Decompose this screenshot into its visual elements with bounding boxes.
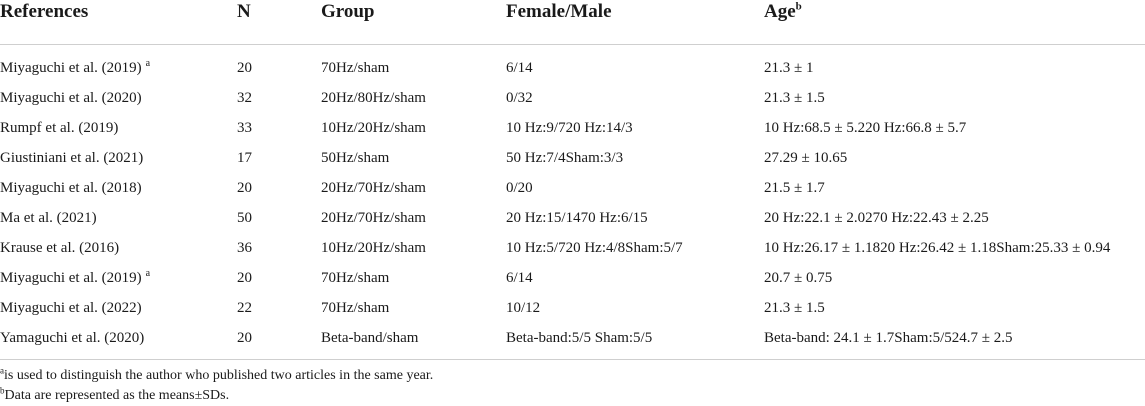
cell-female-male: 20 Hz:15/1470 Hz:6/15 bbox=[506, 210, 648, 226]
footnote-b: bData are represented as the means±SDs. bbox=[0, 385, 230, 405]
header-age-label: Age bbox=[764, 1, 796, 22]
cell-reference: Miyaguchi et al. (2020) bbox=[0, 83, 142, 113]
table-row: Yamaguchi et al. (2020) 20 Beta-band/sham B… bbox=[0, 323, 1145, 353]
cell-group: 70Hz/sham bbox=[321, 270, 390, 286]
cell-n: 32 bbox=[237, 90, 252, 106]
data-table: References N Group Female/Male Ageb Miya… bbox=[0, 0, 1145, 346]
cell-reference-text: Miyaguchi et al. (2020) bbox=[0, 90, 142, 106]
cell-group: 10Hz/20Hz/sham bbox=[321, 120, 426, 136]
table-header: References N Group Female/Male Ageb bbox=[0, 0, 1145, 45]
cell-reference: Miyaguchi et al. (2018) bbox=[0, 173, 142, 203]
cell-reference: Miyaguchi et al. (2022) bbox=[0, 293, 142, 323]
cell-female-male: 6/14 bbox=[506, 270, 533, 286]
cell-reference-text: Ma et al. (2021) bbox=[0, 210, 97, 226]
cell-n: 50 bbox=[237, 210, 252, 226]
cell-reference-text: Miyaguchi et al. (2018) bbox=[0, 180, 142, 196]
cell-n: 22 bbox=[237, 300, 252, 316]
cell-reference-footnote-mark: a bbox=[145, 58, 151, 69]
cell-age: Beta-band: 24.1 ± 1.7Sham:5/524.7 ± 2.5 bbox=[764, 330, 1013, 346]
table-row: Miyaguchi et al. (2022) 22 70Hz/sham 10/12 2… bbox=[0, 293, 1145, 323]
footnote-a-text: is used to distinguish the author who pu… bbox=[4, 368, 434, 383]
header-references: References bbox=[0, 1, 89, 22]
table-row: Miyaguchi et al. (2018) 20 20Hz/70Hz/sham 0… bbox=[0, 173, 1145, 203]
cell-age: 10 Hz:26.17 ± 1.1820 Hz:26.42 ± 1.18Sham… bbox=[764, 240, 1111, 256]
cell-reference: Yamaguchi et al. (2020) bbox=[0, 323, 144, 353]
table-row: Ma et al. (2021) 50 20Hz/70Hz/sham 20 Hz:15… bbox=[0, 203, 1145, 233]
cell-reference-footnote-mark: a bbox=[145, 268, 151, 279]
cell-n: 20 bbox=[237, 270, 252, 286]
cell-age: 20.7 ± 0.75 bbox=[764, 270, 833, 286]
cell-age: 21.3 ± 1.5 bbox=[764, 90, 825, 106]
cell-reference-text: Miyaguchi et al. (2019) bbox=[0, 60, 142, 76]
cell-group: 20Hz/70Hz/sham bbox=[321, 180, 426, 196]
cell-female-male: 10 Hz:5/720 Hz:4/8Sham:5/7 bbox=[506, 240, 683, 256]
cell-n: 36 bbox=[237, 240, 252, 256]
cell-reference-text: Miyaguchi et al. (2019) bbox=[0, 270, 142, 286]
table-row: Miyaguchi et al. (2020) 32 20Hz/80Hz/sham 0… bbox=[0, 83, 1145, 113]
cell-group: 20Hz/70Hz/sham bbox=[321, 210, 426, 226]
cell-female-male: 0/20 bbox=[506, 180, 533, 196]
cell-reference-text: Yamaguchi et al. (2020) bbox=[0, 330, 145, 346]
cell-reference: Krause et al. (2016) bbox=[0, 233, 119, 263]
cell-reference-text: Giustiniani et al. (2021) bbox=[0, 150, 144, 166]
table-row: Krause et al. (2016) 36 10Hz/20Hz/sham 10 H… bbox=[0, 233, 1145, 263]
table-row: Miyaguchi et al. (2019) a 20 70Hz/sham 6/14 2… bbox=[0, 263, 1145, 293]
cell-age: 27.29 ± 10.65 bbox=[764, 150, 848, 166]
footnote-a: ais used to distinguish the author who p… bbox=[0, 365, 434, 385]
cell-reference: Ma et al. (2021) bbox=[0, 203, 97, 233]
header-female-male: Female/Male bbox=[506, 1, 612, 22]
cell-female-male: 10 Hz:9/720 Hz:14/3 bbox=[506, 120, 633, 136]
table-bottom-rule bbox=[0, 359, 1145, 360]
cell-reference: Rumpf et al. (2019) bbox=[0, 113, 118, 143]
cell-n: 20 bbox=[237, 60, 252, 76]
cell-reference-text: Rumpf et al. (2019) bbox=[0, 120, 119, 136]
table-row: Miyaguchi et al. (2019) a 20 70Hz/sham 6/14 2… bbox=[0, 53, 1145, 83]
cell-n: 20 bbox=[237, 330, 252, 346]
cell-reference: Miyaguchi et al. (2019) a bbox=[0, 53, 150, 83]
cell-reference-text: Krause et al. (2016) bbox=[0, 240, 120, 256]
cell-age: 21.3 ± 1 bbox=[764, 60, 814, 76]
cell-female-male: 50 Hz:7/4Sham:3/3 bbox=[506, 150, 624, 166]
cell-age: 21.5 ± 1.7 bbox=[764, 180, 825, 196]
header-group: Group bbox=[321, 1, 375, 22]
cell-reference: Miyaguchi et al. (2019) a bbox=[0, 263, 150, 293]
footnote-b-mark: b bbox=[0, 385, 5, 396]
cell-age: 20 Hz:22.1 ± 2.0270 Hz:22.43 ± 2.25 bbox=[764, 210, 989, 226]
cell-group: 10Hz/20Hz/sham bbox=[321, 240, 426, 256]
cell-female-male: Beta-band:5/5 Sham:5/5 bbox=[506, 330, 653, 346]
cell-n: 20 bbox=[237, 180, 252, 196]
cell-group: 70Hz/sham bbox=[321, 60, 390, 76]
cell-age: 21.3 ± 1.5 bbox=[764, 300, 825, 316]
cell-age: 10 Hz:68.5 ± 5.220 Hz:66.8 ± 5.7 bbox=[764, 120, 967, 136]
cell-female-male: 0/32 bbox=[506, 90, 533, 106]
cell-female-male: 6/14 bbox=[506, 60, 533, 76]
cell-group: Beta-band/sham bbox=[321, 330, 419, 346]
header-age-footnote-mark: b bbox=[795, 0, 802, 13]
cell-n: 33 bbox=[237, 120, 252, 136]
table-row: Giustiniani et al. (2021) 17 50Hz/sham 50 H… bbox=[0, 143, 1145, 173]
cell-reference-text: Miyaguchi et al. (2022) bbox=[0, 300, 142, 316]
header-age: Ageb bbox=[764, 0, 802, 24]
footnote-a-mark: a bbox=[0, 365, 4, 376]
header-n: N bbox=[237, 1, 251, 22]
cell-n: 17 bbox=[237, 150, 252, 166]
cell-reference: Giustiniani et al. (2021) bbox=[0, 143, 143, 173]
cell-female-male: 10/12 bbox=[506, 300, 541, 316]
cell-group: 70Hz/sham bbox=[321, 300, 390, 316]
table-row: Rumpf et al. (2019) 33 10Hz/20Hz/sham 10 Hz… bbox=[0, 113, 1145, 143]
cell-group: 20Hz/80Hz/sham bbox=[321, 90, 426, 106]
cell-group: 50Hz/sham bbox=[321, 150, 390, 166]
footnote-b-text: Data are represented as the means±SDs. bbox=[4, 388, 230, 403]
